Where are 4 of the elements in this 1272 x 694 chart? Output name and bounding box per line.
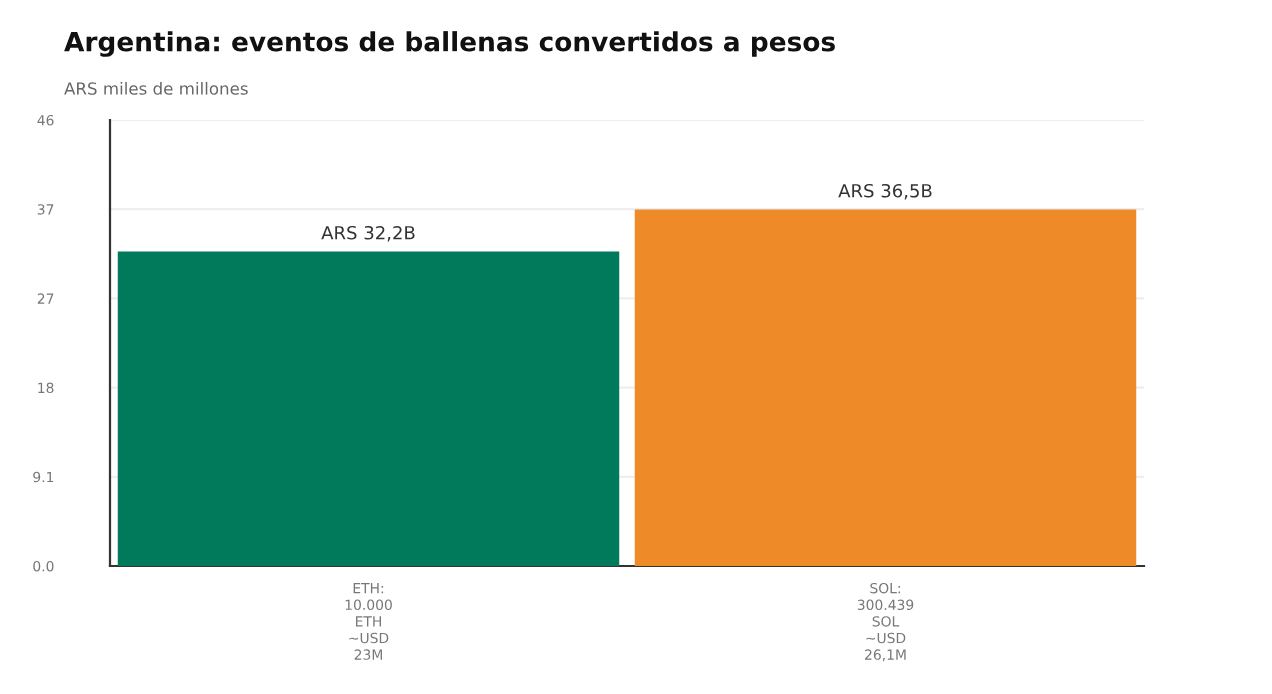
data-label: ARS 32,2B <box>321 225 415 242</box>
y-axis-title: ARS miles de millones <box>64 81 248 95</box>
chart-title: Argentina: eventos de ballenas convertidos a pesos <box>64 31 835 57</box>
data-label: ARS 36,5B <box>838 183 932 200</box>
